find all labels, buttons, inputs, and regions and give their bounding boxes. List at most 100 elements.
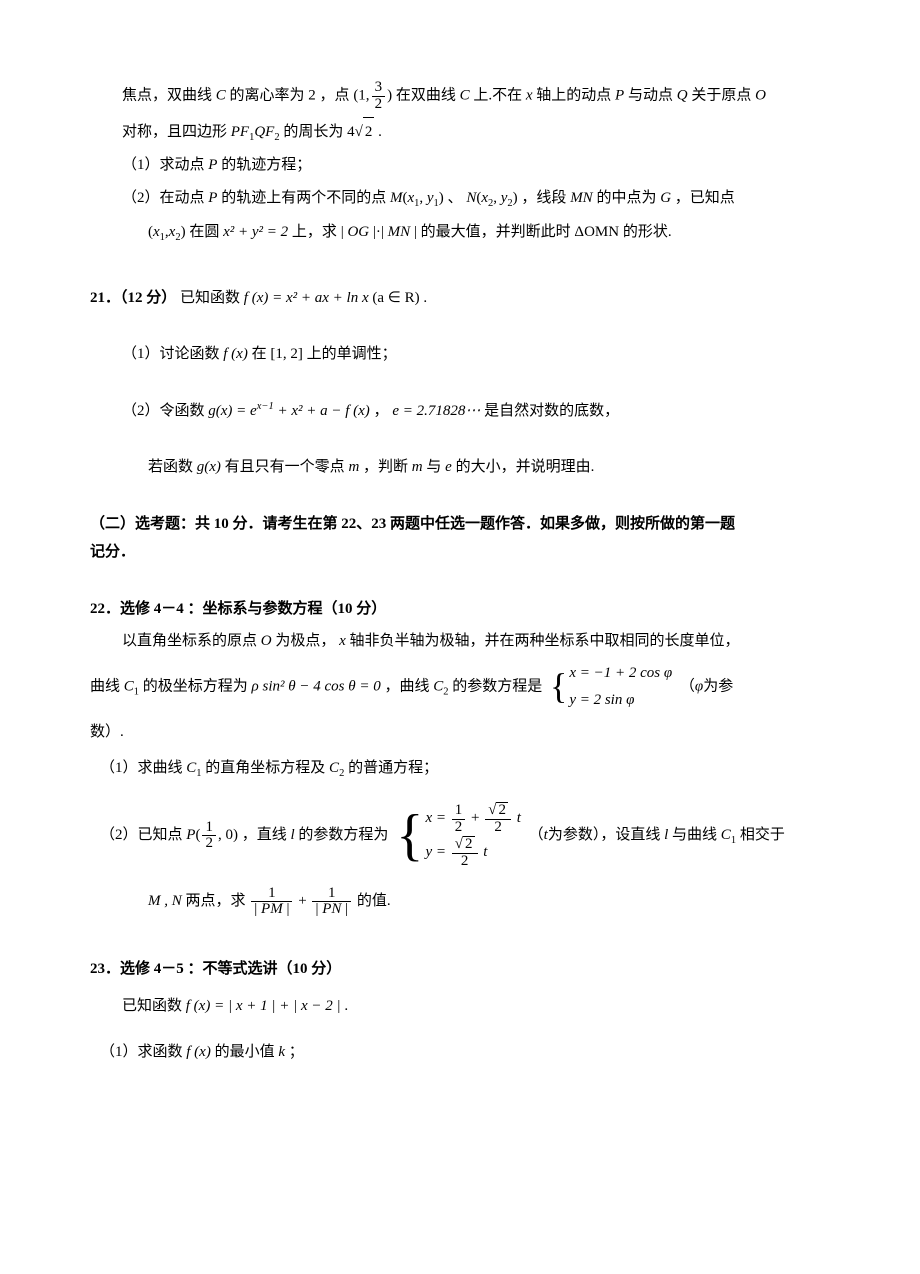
coef: 4 <box>347 124 355 140</box>
text: 已知函数 <box>180 290 240 306</box>
text: 在圆 <box>189 224 219 240</box>
text: 相交于 <box>740 827 785 843</box>
text: 轴上的动点 <box>536 88 611 104</box>
gx: g(x) <box>197 459 221 475</box>
q20-line2: 对称，且四边形 PF1QF2 的周长为 4√2 . <box>90 117 830 148</box>
open: （ <box>529 827 544 843</box>
close: ) <box>181 224 186 240</box>
text: 焦点，双曲线 <box>122 88 212 104</box>
q22-system1: { x = −1 + 2 cos φ y = 2 sin φ <box>550 660 672 714</box>
sym-P: P <box>208 157 217 173</box>
q22-part1: （1）求曲线 C1 的直角坐标方程及 C2 的普通方程； <box>90 754 830 784</box>
num: 21． <box>90 290 120 306</box>
sym-x: x <box>526 88 533 104</box>
s2: 2 <box>339 768 344 779</box>
MN: MN <box>570 190 593 206</box>
text: 的周长为 <box>283 124 343 140</box>
t: t <box>483 844 487 860</box>
text: 的形状. <box>623 224 672 240</box>
q23-head: 23．选修 4－5 ：不等式选讲（10 分） <box>90 955 830 984</box>
PM: PM <box>261 901 283 917</box>
C: C <box>433 678 443 694</box>
text: 为极点， <box>275 633 335 649</box>
s1: 1 <box>414 198 419 209</box>
s1: 1 <box>731 835 736 846</box>
C: C <box>329 760 339 776</box>
bar: | <box>410 224 421 240</box>
x: x <box>153 224 160 240</box>
dot: |·| <box>369 224 388 240</box>
text: 数）. <box>90 724 124 740</box>
e: e <box>445 459 452 475</box>
text: ，曲线 <box>384 678 429 694</box>
radicand: 2 <box>363 117 375 147</box>
q22-l3: 数）. <box>90 718 830 747</box>
q22-part2b: M , N 两点，求 1| PM | + 1| PN | 的值. <box>90 883 830 919</box>
m: m <box>348 459 359 475</box>
text: 有且只有一个零点 <box>225 459 345 475</box>
dot: . <box>420 290 428 306</box>
text: 已知函数 <box>122 998 182 1014</box>
text: 为参数），设直线 <box>548 827 661 843</box>
label: （2）令函数 <box>122 403 205 419</box>
text: 与动点 <box>628 88 673 104</box>
text: 的参数方程是 <box>452 678 542 694</box>
text: 在双曲线 <box>396 88 456 104</box>
text: 的离心率为 <box>230 88 305 104</box>
open: ( <box>195 827 200 843</box>
text: 的极坐标方程为 <box>143 678 248 694</box>
text: 曲线 <box>90 678 120 694</box>
text: 的大小，并说明理由. <box>456 459 595 475</box>
text: 上的单调性； <box>307 346 397 362</box>
title: 选修 4－4 ：坐标系与参数方程（10 分） <box>120 601 386 617</box>
circle-eq: x² + y² = 2 <box>223 224 288 240</box>
n: 1 <box>251 886 292 902</box>
dot: . <box>341 998 349 1014</box>
section2-heading: （二）选考题：共 10 分．请考生在第 22、23 两题中任选一题作答．如果多做… <box>90 510 830 567</box>
text: ，已知点 <box>675 190 735 206</box>
exp: x−1 <box>257 401 274 412</box>
frac-num: 3 <box>372 80 386 96</box>
fx-def: f (x) = | x + 1 | + | x − 2 | <box>186 998 341 1014</box>
O: O <box>261 633 272 649</box>
num: 23． <box>90 961 120 977</box>
open: （ <box>680 678 695 694</box>
text: 的直角坐标方程及 <box>205 760 325 776</box>
text: 对称，且四边形 <box>122 124 227 140</box>
sym-C: C <box>216 88 226 104</box>
sep: 、 <box>448 190 463 206</box>
y-eq: y = <box>426 844 447 860</box>
brace-icon: { <box>550 672 567 701</box>
m: m <box>412 459 423 475</box>
d2: 2 <box>485 819 511 836</box>
x: x <box>481 190 488 206</box>
n: 1 <box>312 886 351 902</box>
text: ，直线 <box>242 827 287 843</box>
sqrt-icon: √2 <box>355 117 375 147</box>
s2: 2 <box>488 198 493 209</box>
polar-eq: ρ sin² θ − 4 cos θ = 0 <box>252 678 381 694</box>
text: 上，求 <box>292 224 337 240</box>
brace-icon: { <box>396 813 423 859</box>
k: k <box>278 1044 285 1060</box>
sym-O: O <box>755 88 766 104</box>
q22-l1: 以直角坐标系的原点 O 为极点， x 轴非负半轴为极轴，并在两种坐标系中取相同的… <box>90 627 830 656</box>
OG: OG <box>347 224 369 240</box>
sym-P: P <box>615 88 624 104</box>
MN: M , N <box>148 893 182 909</box>
s1: 1 <box>134 686 139 697</box>
label: （1）求函数 <box>100 1044 183 1060</box>
d2: 2 <box>452 853 478 870</box>
text: 是自然对数的底数， <box>484 403 619 419</box>
q22-system2: { x = 12 + √22 t y = √22 t <box>396 802 521 869</box>
N: N <box>466 190 476 206</box>
n: 1 <box>202 820 216 836</box>
period: . <box>378 124 382 140</box>
q23-l1: 已知函数 f (x) = | x + 1 | + | x − 2 | . <box>90 992 830 1021</box>
q20-part1: （1）求动点 P 的轨迹方程； <box>90 151 830 180</box>
eccentricity: 2 <box>308 88 316 104</box>
text: 的最小值 <box>215 1044 275 1060</box>
text: 与曲线 <box>672 827 717 843</box>
t: t <box>517 810 521 826</box>
text: 的参数方程为 <box>298 827 388 843</box>
